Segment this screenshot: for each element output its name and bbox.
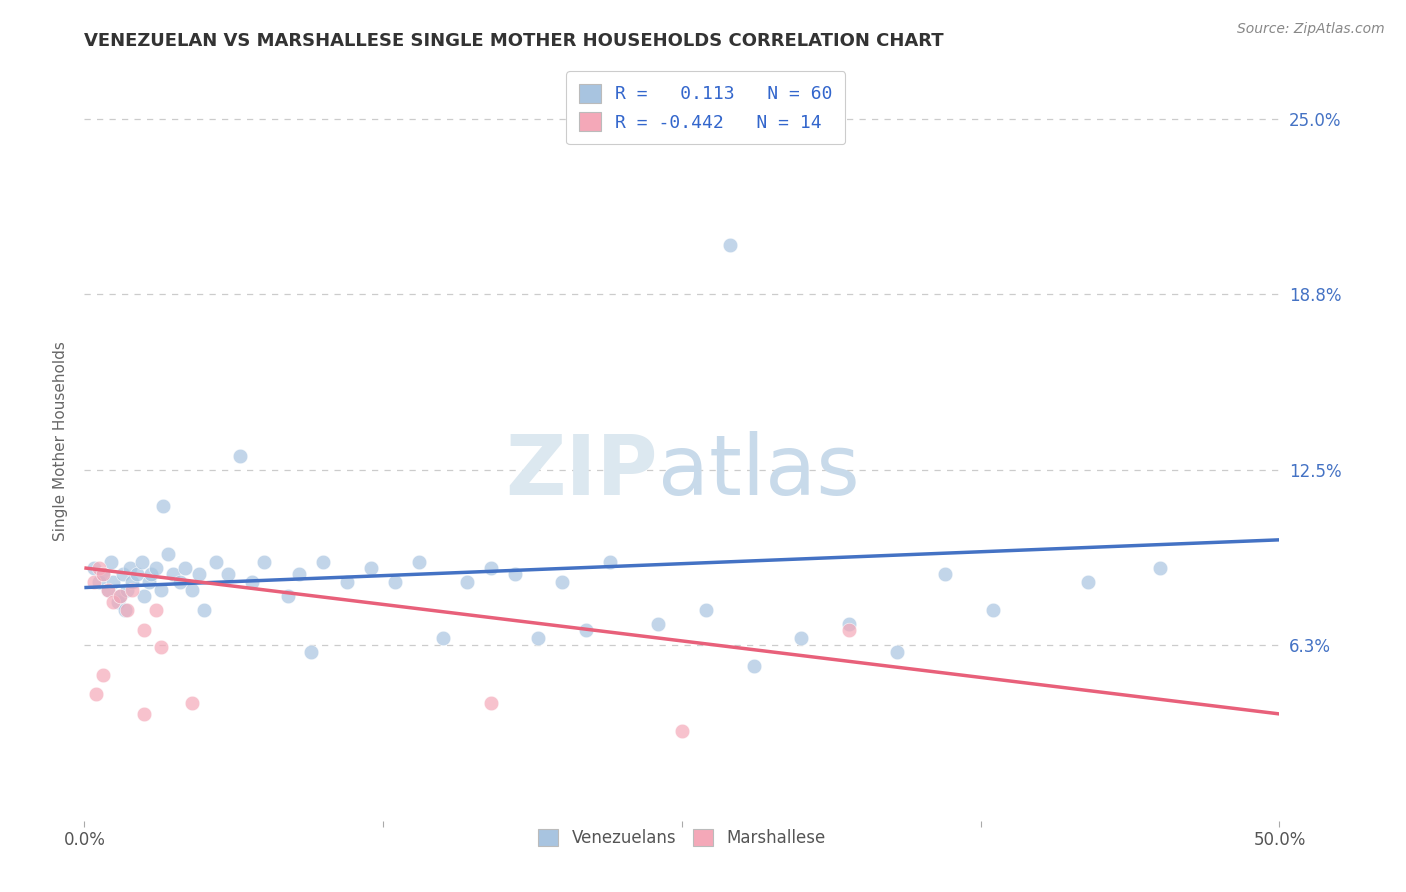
- Point: [86, 687, 108, 701]
- Point: [718, 238, 741, 252]
- Point: [408, 555, 430, 569]
- Point: [169, 574, 191, 589]
- Point: [145, 561, 167, 575]
- Point: [790, 631, 813, 645]
- Point: [503, 566, 526, 581]
- Point: [114, 603, 136, 617]
- Point: [1077, 574, 1099, 589]
- Point: [101, 594, 124, 608]
- Point: [981, 603, 1004, 617]
- Point: [83, 574, 105, 589]
- Point: [432, 631, 454, 645]
- Point: [360, 561, 382, 575]
- Point: [671, 723, 693, 738]
- Point: [87, 561, 110, 575]
- Point: [125, 566, 148, 581]
- Point: [181, 696, 204, 710]
- Point: [132, 589, 156, 603]
- Point: [145, 603, 167, 617]
- Point: [253, 555, 276, 569]
- Point: [312, 555, 335, 569]
- Point: [838, 617, 860, 632]
- Point: [384, 574, 406, 589]
- Point: [83, 561, 105, 575]
- Point: [141, 566, 163, 581]
- Point: [157, 547, 180, 561]
- Point: [647, 617, 669, 632]
- Point: [934, 566, 956, 581]
- Point: [336, 574, 359, 589]
- Point: [575, 623, 598, 637]
- Text: atlas: atlas: [658, 432, 859, 512]
- Point: [97, 583, 120, 598]
- Point: [838, 623, 860, 637]
- Point: [110, 589, 132, 603]
- Point: [527, 631, 550, 645]
- Point: [87, 574, 110, 589]
- Y-axis label: Single Mother Households: Single Mother Households: [53, 342, 69, 541]
- Point: [93, 667, 115, 681]
- Point: [240, 574, 263, 589]
- Point: [100, 555, 122, 569]
- Point: [551, 574, 574, 589]
- Point: [288, 566, 311, 581]
- Point: [149, 640, 172, 654]
- Point: [118, 561, 141, 575]
- Point: [479, 561, 502, 575]
- Text: ZIP: ZIP: [506, 432, 658, 512]
- Point: [479, 696, 502, 710]
- Point: [101, 574, 124, 589]
- Point: [138, 574, 160, 589]
- Point: [277, 589, 299, 603]
- Point: [742, 659, 765, 673]
- Point: [181, 583, 204, 598]
- Text: Source: ZipAtlas.com: Source: ZipAtlas.com: [1237, 22, 1385, 37]
- Point: [173, 561, 195, 575]
- Point: [111, 566, 134, 581]
- Legend: Venezuelans, Marshallese: Venezuelans, Marshallese: [531, 822, 832, 854]
- Point: [107, 594, 129, 608]
- Point: [152, 499, 174, 513]
- Point: [149, 583, 172, 598]
- Point: [1149, 561, 1171, 575]
- Point: [162, 566, 184, 581]
- Point: [131, 555, 153, 569]
- Point: [193, 603, 215, 617]
- Point: [599, 555, 621, 569]
- Point: [695, 603, 717, 617]
- Point: [205, 555, 228, 569]
- Point: [121, 574, 143, 589]
- Point: [117, 603, 139, 617]
- Point: [301, 645, 323, 659]
- Text: VENEZUELAN VS MARSHALLESE SINGLE MOTHER HOUSEHOLDS CORRELATION CHART: VENEZUELAN VS MARSHALLESE SINGLE MOTHER …: [84, 32, 943, 50]
- Point: [93, 566, 115, 581]
- Point: [121, 583, 143, 598]
- Point: [97, 583, 120, 598]
- Point: [188, 566, 211, 581]
- Point: [886, 645, 908, 659]
- Point: [456, 574, 478, 589]
- Point: [110, 589, 132, 603]
- Point: [229, 449, 252, 463]
- Point: [132, 706, 156, 721]
- Point: [217, 566, 239, 581]
- Point: [132, 623, 156, 637]
- Point: [117, 583, 139, 598]
- Point: [93, 566, 115, 581]
